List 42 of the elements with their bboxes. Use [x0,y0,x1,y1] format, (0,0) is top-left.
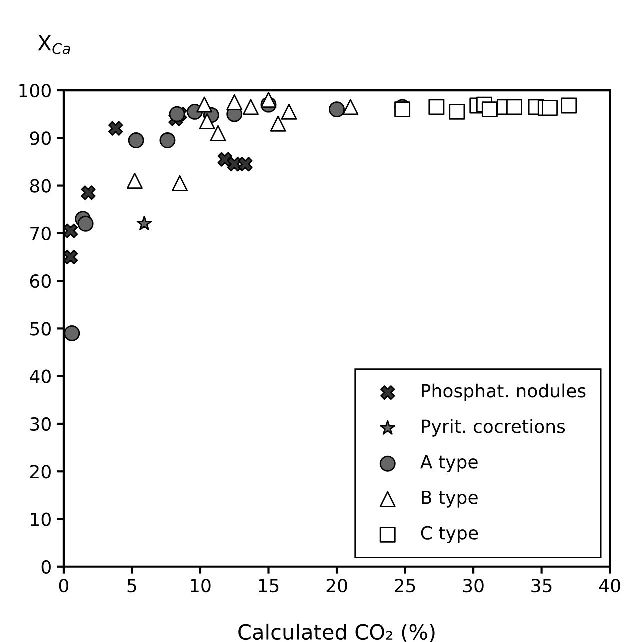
x-tick-label: 5 [128,579,136,593]
y-tick-label: 90 [30,132,51,146]
x-tick-label: 10 [190,579,211,593]
y-tick-label: 20 [30,465,51,479]
x-tick-label: 30 [463,579,484,593]
legend-label: C type [421,526,478,544]
x-tick-label: 35 [532,579,552,593]
point [64,224,78,238]
legend-label: A type [420,455,478,472]
y-tick-label: 100 [20,84,51,98]
x-tick-label: 25 [395,579,416,593]
y-tick-label: 60 [30,274,51,288]
point [81,186,96,200]
x-tick-label: 0 [59,579,68,593]
point [108,121,124,136]
point [329,102,345,118]
point [260,92,277,108]
point [238,157,253,172]
x-tick-label: 40 [599,579,620,593]
y-tick-label: 0 [42,560,51,574]
point [128,132,144,149]
point [160,132,176,149]
y-tick-label: 80 [30,179,51,193]
y-tick-label: 50 [30,322,51,336]
legend-label: Phosphat. nodules [422,384,586,402]
y-tick-label: 70 [30,226,51,241]
legend-label: Pyrit. cocretions [422,419,566,437]
y-tick-label: 10 [31,512,51,526]
point [169,106,186,122]
point [227,157,242,172]
y-axis-title: X$_{Ca}$ [38,35,70,54]
point [394,102,411,118]
point [64,250,78,265]
point [136,216,152,230]
x-tick-label: 20 [326,579,348,593]
y-tick-label: 30 [30,417,51,432]
legend-label: B type [422,490,478,508]
y-tick-label: 40 [30,370,51,384]
point [64,325,80,342]
point [78,216,94,232]
x-tick-label: 15 [259,579,279,593]
point [542,100,558,116]
